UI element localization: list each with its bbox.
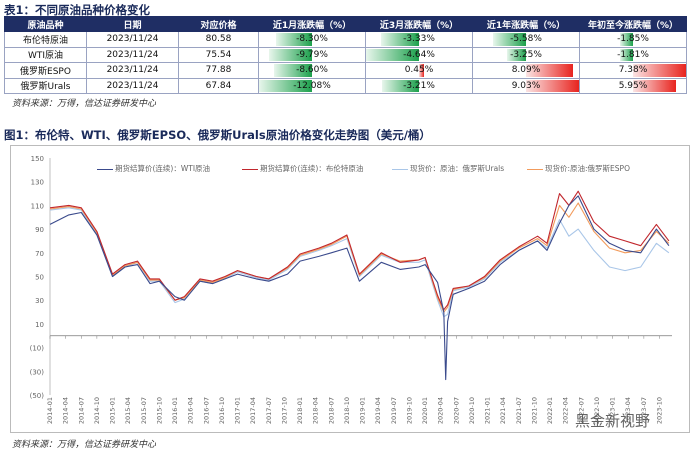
- header-1m-change: 近1月涨跌幅（%）: [258, 16, 366, 32]
- change-databar: [380, 33, 419, 46]
- change-cell-m1: -12.08%: [258, 77, 366, 94]
- change-value: -1.85%: [617, 34, 649, 45]
- change-value: -3.33%: [403, 34, 435, 45]
- change-value: 0.45%: [404, 65, 434, 76]
- crude-name: 俄罗斯ESPO: [4, 62, 87, 79]
- change-value: -4.64%: [403, 49, 435, 60]
- change-value: -3.21%: [403, 80, 435, 91]
- table-title: 表1：不同原油品种价格变化: [4, 3, 151, 17]
- header-1y-change: 近1年涨跌幅（%）: [472, 16, 580, 32]
- price-cell: 75.54: [178, 46, 259, 63]
- change-databar: [275, 33, 312, 46]
- change-databar: [526, 79, 579, 92]
- change-databar: [633, 79, 676, 92]
- header-3m-change: 近3月涨跌幅（%）: [365, 16, 473, 32]
- change-databar: [269, 48, 312, 61]
- legend-urals: 现货价：原油：俄罗斯Urals: [392, 163, 504, 174]
- legend-wti: 期货结算价(连续)：WTI原油: [97, 163, 210, 174]
- table-row: 俄罗斯ESPO 2023/11/24 77.88 -8.60% 0.45% 8.09% 7.…: [4, 62, 687, 79]
- chart-title: 图1：布伦特、WTI、俄罗斯EPSO、俄罗斯Urals原油价格变化走势图（美元/…: [4, 128, 431, 142]
- change-databar: [506, 48, 526, 61]
- crude-name: 布伦特原油: [4, 31, 87, 48]
- change-databar: [526, 64, 574, 77]
- price-cell: 80.58: [178, 31, 259, 48]
- change-cell-y1: -5.58%: [472, 31, 580, 48]
- change-value: 9.03%: [511, 80, 541, 91]
- change-databar: [493, 33, 526, 46]
- table-row: 俄罗斯Urals 2023/11/24 67.84 -12.08% -3.21% 9.03…: [4, 77, 687, 94]
- change-databar: [274, 64, 312, 77]
- change-cell-ytd: 5.95%: [579, 77, 687, 94]
- crude-name: WTI原油: [4, 46, 87, 63]
- change-cell-m3: -3.33%: [365, 31, 473, 48]
- price-cell: 67.84: [178, 77, 259, 94]
- header-price: 对应价格: [178, 16, 259, 32]
- change-cell-y1: -3.25%: [472, 46, 580, 63]
- change-cell-y1: 8.09%: [472, 62, 580, 79]
- change-cell-ytd: 7.38%: [579, 62, 687, 79]
- watermark: 黑金新视野: [575, 412, 651, 430]
- chart-source: 资料来源：万得，信达证券研发中心: [12, 440, 157, 450]
- table-source: 资料来源：万得，信达证券研发中心: [12, 99, 157, 109]
- change-value: 7.38%: [618, 65, 648, 76]
- change-cell-ytd: -1.85%: [579, 31, 687, 48]
- price-change-table: 原油品种 日期 对应价格 近1月涨跌幅（%） 近3月涨跌幅（%） 近1年涨跌幅（…: [4, 16, 687, 94]
- change-databar: [619, 33, 633, 46]
- table-header-row: 原油品种 日期 对应价格 近1月涨跌幅（%） 近3月涨跌幅（%） 近1年涨跌幅（…: [4, 16, 687, 32]
- change-value: 5.95%: [618, 80, 648, 91]
- crude-name: 俄罗斯Urals: [4, 77, 87, 94]
- change-databar: [633, 64, 686, 77]
- header-date: 日期: [86, 16, 179, 32]
- table-row: 布伦特原油 2023/11/24 80.58 -8.30% -3.33% -5.58% -1…: [4, 31, 687, 48]
- date-cell: 2023/11/24: [86, 46, 179, 63]
- header-ytd-change: 年初至今涨跌幅（%）: [579, 16, 687, 32]
- change-databar: [259, 79, 312, 92]
- table-row: WTI原油 2023/11/24 75.54 -9.79% -4.64% -3.25% -1…: [4, 46, 687, 63]
- change-databar: [620, 48, 633, 61]
- change-value: -3.25%: [510, 49, 542, 60]
- change-cell-m1: -8.60%: [258, 62, 366, 79]
- change-cell-m3: -3.21%: [365, 77, 473, 94]
- change-cell-m1: -9.79%: [258, 46, 366, 63]
- legend-espo: 现货价:原油:俄罗斯ESPO: [527, 163, 630, 174]
- change-value: -12.08%: [293, 80, 331, 91]
- change-value: 8.09%: [511, 65, 541, 76]
- change-cell-m3: -4.64%: [365, 46, 473, 63]
- header-crude-type: 原油品种: [4, 16, 87, 32]
- change-value: -8.60%: [296, 65, 328, 76]
- legend-brent: 期货结算价(连续)：布伦特原油: [242, 163, 363, 174]
- change-databar: [419, 64, 425, 77]
- change-value: -5.58%: [510, 34, 542, 45]
- change-value: -8.30%: [296, 34, 328, 45]
- chart-frame: [10, 145, 690, 433]
- price-cell: 77.88: [178, 62, 259, 79]
- date-cell: 2023/11/24: [86, 31, 179, 48]
- change-value: -9.79%: [296, 49, 328, 60]
- change-databar: [366, 48, 419, 61]
- date-cell: 2023/11/24: [86, 77, 179, 94]
- change-databar: [382, 79, 419, 92]
- change-cell-ytd: -1.81%: [579, 46, 687, 63]
- change-value: -1.81%: [617, 49, 649, 60]
- date-cell: 2023/11/24: [86, 62, 179, 79]
- change-cell-m3: 0.45%: [365, 62, 473, 79]
- change-cell-y1: 9.03%: [472, 77, 580, 94]
- change-cell-m1: -8.30%: [258, 31, 366, 48]
